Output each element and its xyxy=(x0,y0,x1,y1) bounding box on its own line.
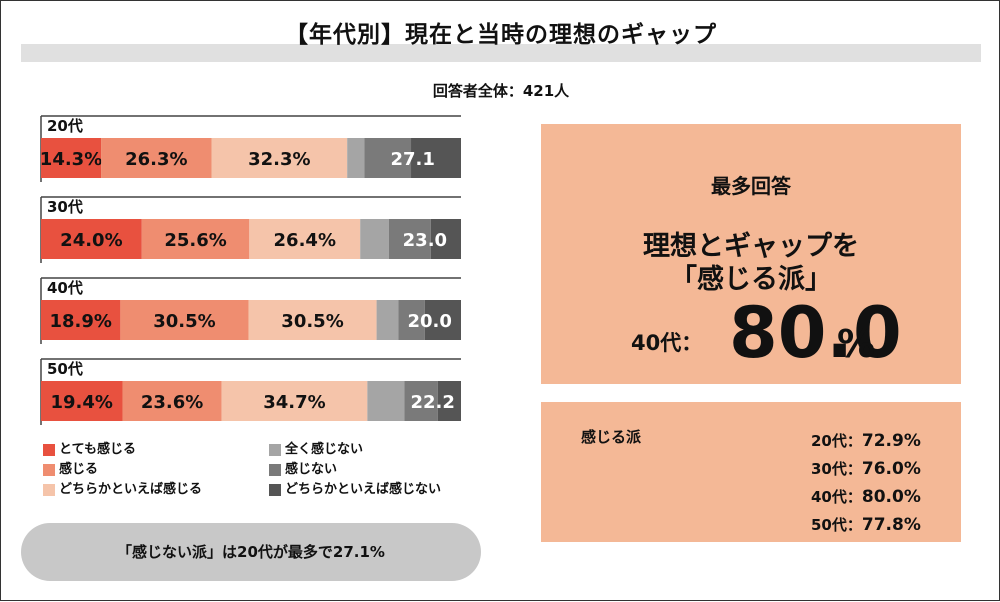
legend-item: 全く感じない xyxy=(269,442,363,458)
bar-segment xyxy=(221,381,368,421)
bar-segment xyxy=(430,219,461,259)
bar-segment xyxy=(41,381,123,421)
bar-segment xyxy=(41,219,142,259)
legend-swatch xyxy=(43,483,55,496)
legend-swatch xyxy=(269,443,281,456)
bar-segment xyxy=(41,138,102,178)
bar-segment xyxy=(411,138,461,178)
legend-item: 感じる xyxy=(43,462,98,478)
bar-segment xyxy=(120,300,249,340)
bar-segment xyxy=(101,138,212,178)
highlight-heading: 最多回答 xyxy=(711,174,791,198)
bar-segment xyxy=(398,300,425,340)
bar-value-label: 32.3% xyxy=(248,149,310,170)
summary-age: 20代： xyxy=(811,432,862,450)
highlight-value: 80.0 xyxy=(729,292,902,374)
negative-total-label: 22.2 xyxy=(410,392,454,413)
legend-swatch xyxy=(43,463,55,476)
summary-age: 40代： xyxy=(811,488,862,506)
legend-item: 感じない xyxy=(269,462,337,478)
sample-size: 回答者全体：421人 xyxy=(432,82,570,100)
legend-label: 全く感じない xyxy=(285,442,364,457)
category-label: 30代 xyxy=(47,198,83,216)
bar-segment xyxy=(211,138,348,178)
summary-item: 30代：76.0% xyxy=(811,456,921,484)
bar-segment xyxy=(122,381,222,421)
summary-value: 80.0% xyxy=(861,487,921,507)
summary-age: 30代： xyxy=(811,460,862,478)
highlight-age: 40代： xyxy=(631,331,703,355)
legend-item: どちらかといえば感じる xyxy=(43,482,202,498)
category-label: 50代 xyxy=(47,360,83,378)
bar-segment xyxy=(388,219,431,259)
summary-age: 50代： xyxy=(811,516,862,534)
category-label: 20代 xyxy=(47,117,83,135)
negative-total-label: 27.1 xyxy=(390,149,434,170)
bar-value-label: 14.3% xyxy=(40,149,102,170)
bar-segment xyxy=(347,138,365,178)
summary-value: 77.8% xyxy=(861,515,921,535)
bar-segment xyxy=(437,381,461,421)
legend-label: 感じる xyxy=(59,462,99,477)
bar-value-label: 19.4% xyxy=(51,392,113,413)
summary-value: 76.0% xyxy=(861,459,921,479)
negative-total-label: 23.0 xyxy=(403,230,447,251)
summary-box: 感じる派 20代：72.9% 30代：76.0% 40代：80.0% 50代：7… xyxy=(541,402,961,542)
bar-segment xyxy=(141,219,250,259)
legend-swatch xyxy=(269,483,281,496)
highlight-line2: 「感じる派」 xyxy=(670,264,832,295)
bar-value-label: 34.7% xyxy=(263,392,325,413)
bar-value-label: 23.6% xyxy=(141,392,203,413)
bar-value-label: 30.5% xyxy=(281,311,343,332)
bar-segment xyxy=(364,138,412,178)
highlight-unit: % xyxy=(837,322,876,366)
legend-swatch xyxy=(43,443,55,456)
bar-value-label: 26.4% xyxy=(274,230,336,251)
highlight-line1: 理想とギャップを xyxy=(643,231,859,262)
bar-segment xyxy=(424,300,461,340)
legend-item: どちらかといえば感じない xyxy=(269,482,441,498)
legend: とても感じる 感じる どちらかといえば感じる 全く感じない 感じない どちらかと… xyxy=(43,442,503,502)
summary-value: 72.9% xyxy=(861,431,921,451)
bar-segment xyxy=(376,300,399,340)
summary-item: 20代：72.9% xyxy=(811,428,921,456)
summary-list: 20代：72.9% 30代：76.0% 40代：80.0% 50代：77.8% xyxy=(811,428,921,540)
legend-label: どちらかといえば感じる xyxy=(59,482,203,497)
negative-summary-pill: 「感じない派」は20代が最多で27.1% xyxy=(21,523,481,581)
bar-value-label: 26.3% xyxy=(125,149,187,170)
bar-segment xyxy=(248,300,377,340)
bar-value-label: 24.0% xyxy=(60,230,122,251)
category-label: 40代 xyxy=(47,279,83,297)
bar-value-label: 30.5% xyxy=(153,311,215,332)
legend-item: とても感じる xyxy=(43,442,136,458)
highlight-box: 最多回答 理想とギャップを 「感じる派」 40代： 80.0 % xyxy=(541,124,961,384)
chart-title: 【年代別】現在と当時の理想のギャップ xyxy=(285,22,717,48)
title-band xyxy=(21,44,981,62)
bar-value-label: 18.9% xyxy=(49,311,111,332)
bar-segment xyxy=(41,300,121,340)
bar-segment xyxy=(249,219,361,259)
legend-label: 感じない xyxy=(285,462,338,477)
summary-item: 40代：80.0% xyxy=(811,484,921,512)
negative-total-label: 20.0 xyxy=(407,311,451,332)
bar-value-label: 25.6% xyxy=(164,230,226,251)
summary-label: 感じる派 xyxy=(581,428,642,446)
legend-swatch xyxy=(269,463,281,476)
legend-label: とても感じる xyxy=(59,442,136,457)
bar-segment xyxy=(404,381,438,421)
bar-segment xyxy=(367,381,405,421)
legend-label: どちらかといえば感じない xyxy=(285,482,442,497)
summary-item: 50代：77.8% xyxy=(811,512,921,540)
bar-segment xyxy=(360,219,389,259)
